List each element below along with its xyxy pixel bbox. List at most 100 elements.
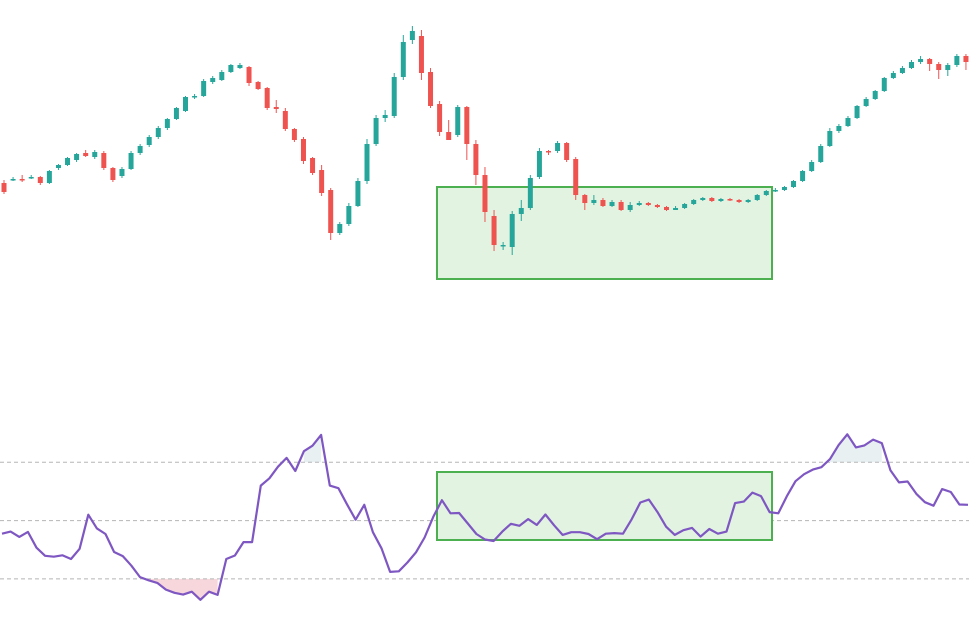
candle-body (28, 177, 34, 179)
candle-body (55, 165, 61, 168)
candle-body (300, 139, 306, 161)
candle-body (546, 151, 551, 153)
candle-body (754, 195, 760, 200)
candle-body (936, 64, 942, 70)
candle-body (110, 168, 116, 180)
candle-body (945, 65, 951, 70)
candle-body (881, 78, 887, 91)
candle-body (536, 151, 542, 177)
rsi-line (1, 433, 969, 601)
candle-body (391, 77, 397, 116)
candle-body (718, 199, 724, 201)
candle-body (382, 115, 388, 118)
candle-body (173, 108, 179, 119)
candle-body (428, 72, 434, 106)
candle-body (219, 72, 225, 80)
candle-body (92, 152, 98, 157)
candle-body (246, 67, 252, 83)
candle-body (310, 158, 316, 173)
candle-body (1, 183, 7, 192)
candle-body (763, 191, 769, 195)
candle-body (836, 126, 842, 131)
candle-body (500, 245, 506, 247)
candle-body (772, 190, 778, 192)
candle-body (337, 224, 343, 233)
candle-body (83, 153, 89, 156)
candle-body (473, 144, 479, 175)
candle-body (673, 208, 679, 210)
candle-body (183, 97, 188, 111)
candle-body (446, 132, 452, 140)
candle-body (273, 107, 279, 109)
candle-body (890, 73, 896, 78)
candle-body (210, 78, 216, 82)
candle-body (346, 206, 352, 224)
candle-body (645, 203, 651, 205)
candle-body (319, 170, 325, 193)
candle-body (291, 129, 297, 140)
candle-body (137, 146, 143, 153)
candle-body (564, 143, 570, 160)
candle-body (364, 144, 370, 181)
rsi-panel (0, 433, 969, 601)
candle-body (691, 200, 697, 204)
candle-body (437, 104, 443, 132)
candle-body (491, 216, 497, 245)
candle-body (418, 36, 424, 73)
candle-body (863, 99, 869, 106)
candle-body (355, 181, 361, 206)
candle-body (518, 208, 524, 214)
candle-body (745, 200, 751, 202)
candle-body (255, 82, 261, 89)
candle-body (228, 65, 234, 72)
candle-body (609, 202, 615, 206)
candle-body (282, 111, 288, 129)
candle-body (727, 199, 733, 201)
candle-body (899, 68, 905, 73)
candle-body (527, 178, 533, 208)
candle-body (927, 59, 933, 64)
candle-body (482, 175, 488, 212)
oversold-fill (148, 578, 218, 600)
candle-body (164, 119, 170, 128)
candle-body (636, 203, 642, 205)
candle-body (555, 143, 561, 151)
candle-body (19, 179, 25, 181)
candle-body (827, 131, 833, 146)
candle-body (582, 195, 588, 203)
candle-body (654, 205, 660, 207)
candle-body (373, 118, 379, 144)
candle-body (201, 81, 207, 96)
candle-body (509, 214, 515, 247)
candle-body (709, 198, 715, 201)
candle-body (781, 187, 787, 190)
candle-body (918, 59, 924, 62)
candle-body (74, 154, 80, 160)
candle-body (591, 200, 597, 203)
candle-body (101, 153, 107, 168)
candle-body (264, 88, 270, 108)
candle-body (800, 171, 806, 181)
candle-body (237, 65, 243, 68)
candle-body (155, 128, 161, 137)
candle-body (46, 171, 52, 183)
candle-body (818, 146, 824, 162)
price-panel (1, 26, 969, 280)
candle-body (700, 198, 706, 200)
candle-body (872, 91, 878, 99)
candle-body (909, 62, 914, 68)
candle-body (682, 204, 688, 208)
candle-body (791, 181, 797, 187)
candle-body (600, 200, 606, 206)
rsi-range-zone (436, 471, 773, 541)
candle-body (65, 158, 71, 165)
candle-body (663, 207, 669, 210)
candle-body (573, 159, 579, 195)
candle-body (809, 162, 815, 171)
candle-body (400, 42, 406, 77)
candle-body (409, 31, 415, 40)
candle-body (119, 169, 125, 176)
candle-body (328, 190, 334, 233)
candle-body (37, 177, 43, 183)
